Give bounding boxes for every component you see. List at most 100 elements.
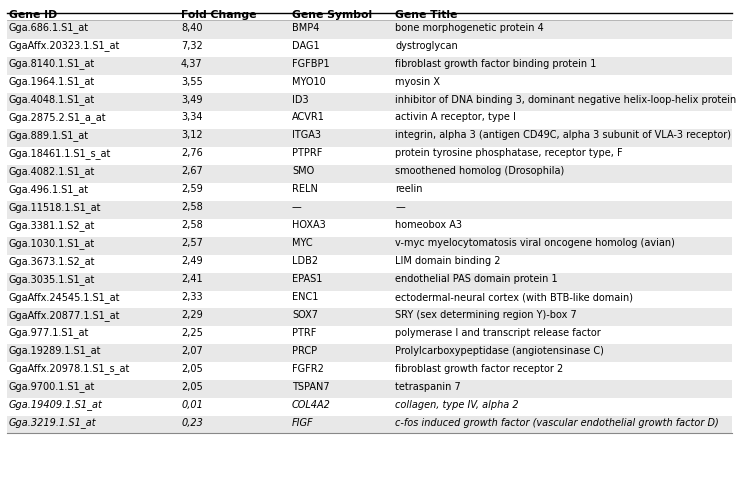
Text: Gene ID: Gene ID bbox=[9, 10, 57, 20]
Text: COL4A2: COL4A2 bbox=[292, 400, 331, 410]
FancyBboxPatch shape bbox=[7, 380, 732, 399]
Text: v-myc myelocytomatosis viral oncogene homolog (avian): v-myc myelocytomatosis viral oncogene ho… bbox=[395, 238, 675, 248]
Text: inhibitor of DNA binding 3, dominant negative helix-loop-helix protein: inhibitor of DNA binding 3, dominant neg… bbox=[395, 94, 737, 104]
Text: Gga.496.1.S1_at: Gga.496.1.S1_at bbox=[9, 184, 89, 195]
Text: 7,32: 7,32 bbox=[181, 41, 202, 51]
Text: homeobox A3: homeobox A3 bbox=[395, 220, 463, 230]
Text: 2,25: 2,25 bbox=[181, 328, 203, 338]
Text: ACVR1: ACVR1 bbox=[292, 113, 324, 123]
Text: 2,67: 2,67 bbox=[181, 166, 202, 176]
FancyBboxPatch shape bbox=[7, 57, 732, 75]
Text: Gene Symbol: Gene Symbol bbox=[292, 10, 372, 20]
Text: MYO10: MYO10 bbox=[292, 77, 326, 87]
Text: GgaAffx.20877.1.S1_at: GgaAffx.20877.1.S1_at bbox=[9, 309, 120, 320]
Text: Gga.11518.1.S1_at: Gga.11518.1.S1_at bbox=[9, 202, 101, 213]
Text: Gga.4082.1.S1_at: Gga.4082.1.S1_at bbox=[9, 166, 95, 177]
Text: ID3: ID3 bbox=[292, 94, 308, 104]
Text: ectodermal-neural cortex (with BTB-like domain): ectodermal-neural cortex (with BTB-like … bbox=[395, 292, 633, 302]
Text: LDB2: LDB2 bbox=[292, 256, 318, 266]
Text: FGFR2: FGFR2 bbox=[292, 364, 324, 374]
FancyBboxPatch shape bbox=[7, 129, 732, 147]
Text: bone morphogenetic protein 4: bone morphogenetic protein 4 bbox=[395, 23, 544, 33]
Text: Gga.3381.1.S2_at: Gga.3381.1.S2_at bbox=[9, 220, 95, 231]
FancyBboxPatch shape bbox=[7, 93, 732, 111]
Text: Gga.977.1.S1_at: Gga.977.1.S1_at bbox=[9, 328, 89, 339]
Text: 3,55: 3,55 bbox=[181, 77, 202, 87]
Text: —: — bbox=[395, 202, 405, 212]
Text: ITGA3: ITGA3 bbox=[292, 130, 321, 140]
Text: GgaAffx.20323.1.S1_at: GgaAffx.20323.1.S1_at bbox=[9, 40, 120, 51]
Text: reelin: reelin bbox=[395, 184, 423, 194]
Text: 4,37: 4,37 bbox=[181, 58, 202, 68]
Text: endothelial PAS domain protein 1: endothelial PAS domain protein 1 bbox=[395, 274, 558, 284]
Text: MYC: MYC bbox=[292, 238, 313, 248]
Text: 3,49: 3,49 bbox=[181, 94, 202, 104]
Text: c-fos induced growth factor (vascular endothelial growth factor D): c-fos induced growth factor (vascular en… bbox=[395, 418, 719, 428]
Text: Gga.3673.1.S2_at: Gga.3673.1.S2_at bbox=[9, 256, 95, 267]
Text: dystroglycan: dystroglycan bbox=[395, 41, 458, 51]
Text: Gga.4048.1.S1_at: Gga.4048.1.S1_at bbox=[9, 94, 95, 105]
Text: PTPRF: PTPRF bbox=[292, 148, 322, 159]
Text: 2,76: 2,76 bbox=[181, 148, 202, 159]
FancyBboxPatch shape bbox=[7, 344, 732, 362]
Text: Gga.889.1.S1_at: Gga.889.1.S1_at bbox=[9, 130, 89, 141]
Text: Gga.8140.1.S1_at: Gga.8140.1.S1_at bbox=[9, 58, 95, 69]
Text: Gga.1030.1.S1_at: Gga.1030.1.S1_at bbox=[9, 238, 95, 249]
Text: Gga.1964.1.S1_at: Gga.1964.1.S1_at bbox=[9, 76, 95, 87]
Text: collagen, type IV, alpha 2: collagen, type IV, alpha 2 bbox=[395, 400, 519, 410]
Text: tetraspanin 7: tetraspanin 7 bbox=[395, 382, 461, 392]
Text: PTRF: PTRF bbox=[292, 328, 316, 338]
Text: Gga.3035.1.S1_at: Gga.3035.1.S1_at bbox=[9, 274, 95, 285]
Text: 2,59: 2,59 bbox=[181, 184, 202, 194]
FancyBboxPatch shape bbox=[7, 165, 732, 183]
Text: Gga.2875.2.S1_a_at: Gga.2875.2.S1_a_at bbox=[9, 112, 106, 123]
Text: 2,49: 2,49 bbox=[181, 256, 202, 266]
Text: 2,05: 2,05 bbox=[181, 382, 202, 392]
Text: DAG1: DAG1 bbox=[292, 41, 319, 51]
Text: 8,40: 8,40 bbox=[181, 23, 202, 33]
Text: 2,58: 2,58 bbox=[181, 202, 202, 212]
Text: Gga.3219.1.S1_at: Gga.3219.1.S1_at bbox=[9, 417, 97, 428]
Text: myosin X: myosin X bbox=[395, 77, 440, 87]
Text: Gga.9700.1.S1_at: Gga.9700.1.S1_at bbox=[9, 381, 95, 392]
Text: 0,01: 0,01 bbox=[181, 400, 203, 410]
Text: fibroblast growth factor receptor 2: fibroblast growth factor receptor 2 bbox=[395, 364, 564, 374]
Text: ENC1: ENC1 bbox=[292, 292, 319, 302]
Text: —: — bbox=[292, 202, 302, 212]
Text: 2,07: 2,07 bbox=[181, 346, 202, 356]
Text: HOXA3: HOXA3 bbox=[292, 220, 326, 230]
FancyBboxPatch shape bbox=[7, 201, 732, 218]
Text: 2,33: 2,33 bbox=[181, 292, 202, 302]
FancyBboxPatch shape bbox=[7, 237, 732, 255]
Text: 2,57: 2,57 bbox=[181, 238, 203, 248]
Text: LIM domain binding 2: LIM domain binding 2 bbox=[395, 256, 501, 266]
Text: SMO: SMO bbox=[292, 166, 314, 176]
Text: integrin, alpha 3 (antigen CD49C, alpha 3 subunit of VLA-3 receptor): integrin, alpha 3 (antigen CD49C, alpha … bbox=[395, 130, 732, 140]
Text: GgaAffx.20978.1.S1_s_at: GgaAffx.20978.1.S1_s_at bbox=[9, 364, 130, 375]
Text: 2,29: 2,29 bbox=[181, 310, 202, 320]
Text: Gga.19409.1.S1_at: Gga.19409.1.S1_at bbox=[9, 399, 103, 411]
Text: SOX7: SOX7 bbox=[292, 310, 318, 320]
FancyBboxPatch shape bbox=[7, 416, 732, 434]
FancyBboxPatch shape bbox=[7, 21, 732, 39]
Text: Gga.19289.1.S1_at: Gga.19289.1.S1_at bbox=[9, 345, 101, 356]
Text: activin A receptor, type I: activin A receptor, type I bbox=[395, 113, 517, 123]
Text: 2,58: 2,58 bbox=[181, 220, 202, 230]
Text: Gga.686.1.S1_at: Gga.686.1.S1_at bbox=[9, 22, 89, 33]
Text: RELN: RELN bbox=[292, 184, 318, 194]
Text: 2,41: 2,41 bbox=[181, 274, 202, 284]
Text: EPAS1: EPAS1 bbox=[292, 274, 322, 284]
Text: Fold Change: Fold Change bbox=[181, 10, 256, 20]
Text: BMP4: BMP4 bbox=[292, 23, 319, 33]
Text: fibroblast growth factor binding protein 1: fibroblast growth factor binding protein… bbox=[395, 58, 596, 68]
Text: FIGF: FIGF bbox=[292, 418, 313, 428]
Text: smoothened homolog (Drosophila): smoothened homolog (Drosophila) bbox=[395, 166, 565, 176]
Text: Prolylcarboxypeptidase (angiotensinase C): Prolylcarboxypeptidase (angiotensinase C… bbox=[395, 346, 605, 356]
Text: 3,34: 3,34 bbox=[181, 113, 202, 123]
Text: Gene Title: Gene Title bbox=[395, 10, 457, 20]
FancyBboxPatch shape bbox=[7, 308, 732, 327]
FancyBboxPatch shape bbox=[7, 273, 732, 290]
Text: 3,12: 3,12 bbox=[181, 130, 202, 140]
Text: FGFBP1: FGFBP1 bbox=[292, 58, 330, 68]
Text: TSPAN7: TSPAN7 bbox=[292, 382, 330, 392]
